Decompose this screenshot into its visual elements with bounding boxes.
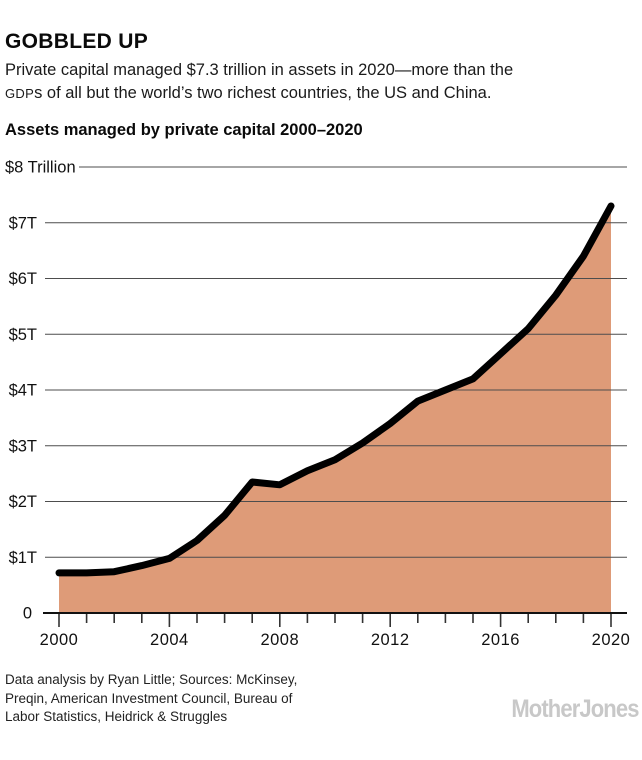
y-axis-label: 0 [23, 605, 32, 623]
x-axis-label: 2012 [371, 631, 410, 649]
page-title: GOBBLED UP [5, 30, 149, 53]
motherjones-logo: MotherJones [511, 695, 640, 723]
description-line-2: GDPs of all but the world’s two richest … [5, 84, 492, 102]
y-axis-label: $5T [9, 326, 37, 344]
data-line [55, 202, 615, 577]
x-axis-label: 2004 [150, 631, 189, 649]
y-axis-label: $6T [9, 270, 37, 288]
y-axis-label: $7T [9, 214, 37, 232]
chart-description: Private capital managed $7.3 trillion in… [5, 59, 513, 105]
y-axis-label: $4T [9, 382, 37, 400]
y-axis-label: $2T [9, 493, 37, 511]
footer-credit: Data analysis by Ryan Little; Sources: M… [5, 671, 297, 727]
x-axis-label: 2000 [40, 631, 79, 649]
y-axis-label: $8 Trillion [5, 159, 76, 177]
description-line-1: Private capital managed $7.3 trillion in… [5, 61, 514, 79]
credit-line: Data analysis by Ryan Little; Sources: M… [5, 672, 298, 687]
gdp-smallcaps: GDP [5, 86, 35, 101]
y-axis-label: $3T [9, 437, 37, 455]
chart-heading: Assets managed by private capital 2000–2… [5, 121, 363, 139]
y-axis-label: $1T [9, 549, 37, 567]
area-fill [59, 206, 611, 613]
x-axis-label: 2020 [592, 631, 631, 649]
credit-line: Labor Statistics, Heidrick & Struggles [5, 709, 228, 724]
x-axis-label: 2016 [481, 631, 520, 649]
credit-line: Preqin, American Investment Council, Bur… [5, 690, 293, 706]
x-axis-label: 2008 [260, 631, 299, 649]
